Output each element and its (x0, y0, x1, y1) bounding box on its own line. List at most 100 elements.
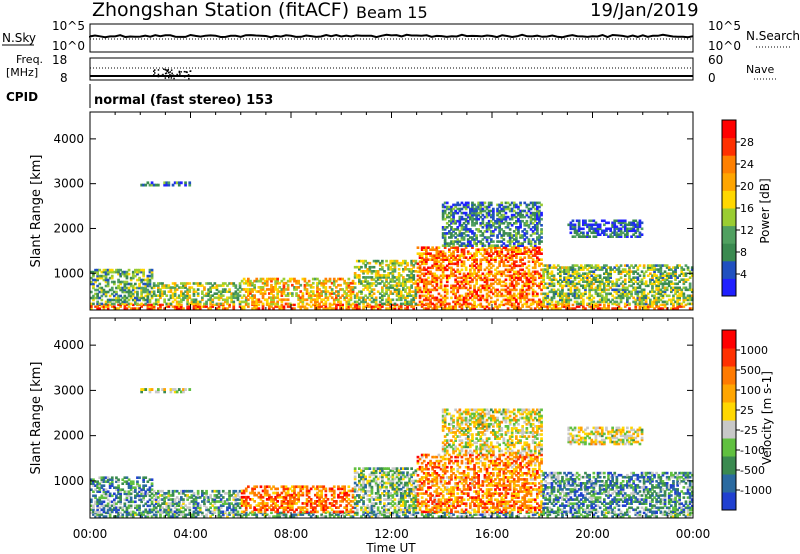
data-cell (307, 283, 311, 287)
data-cell (481, 222, 485, 225)
data-cell (649, 282, 652, 286)
data-cell (489, 300, 493, 304)
data-cell (420, 260, 424, 263)
data-cell (684, 264, 688, 267)
data-cell (504, 294, 508, 298)
data-cell (217, 296, 221, 300)
nsearch-tick-bottom: 10^0 (708, 39, 741, 53)
data-cell (437, 268, 441, 272)
data-cell (368, 305, 372, 308)
data-cell (519, 268, 522, 272)
data-cell (464, 274, 468, 278)
data-cell (456, 286, 460, 290)
data-cell (642, 288, 646, 292)
data-cell (125, 290, 129, 294)
data-cell (201, 513, 204, 516)
data-cell (473, 234, 476, 237)
data-cell (538, 242, 541, 245)
data-cell (527, 298, 531, 302)
data-cell (510, 288, 514, 292)
data-cell (682, 296, 686, 300)
data-cell (540, 262, 543, 266)
data-cell (540, 274, 543, 278)
data-cell (667, 266, 671, 269)
data-cell (473, 284, 476, 288)
data-cell (508, 513, 512, 516)
data-cell (665, 266, 669, 269)
data-cell (617, 219, 621, 223)
data-cell (406, 300, 409, 304)
data-cell (477, 513, 480, 516)
data-cell (483, 201, 487, 205)
data-cell (517, 219, 520, 223)
data-cell (234, 296, 238, 300)
data-cell (575, 300, 579, 304)
data-cell (445, 280, 449, 284)
data-cell (548, 266, 552, 269)
data-cell (464, 205, 468, 209)
data-cell (322, 307, 326, 310)
data-cell (464, 278, 468, 282)
data-cell (347, 298, 351, 302)
data-cell (255, 290, 259, 293)
data-cell (661, 282, 665, 286)
data-cell (531, 230, 535, 233)
data-cell (605, 227, 608, 231)
data-cell (642, 302, 646, 306)
data-cell (563, 294, 566, 298)
data-cell (542, 305, 545, 308)
data-cell (119, 298, 122, 302)
data-cell (393, 290, 397, 293)
data-cell (475, 272, 478, 276)
data-cell (603, 300, 606, 304)
data-cell (521, 305, 524, 308)
data-cell (525, 219, 529, 223)
data-cell (498, 260, 501, 263)
data-cell (542, 284, 545, 288)
data-cell (498, 305, 501, 308)
data-cell (653, 513, 656, 516)
data-cell (510, 248, 514, 251)
data-cell (422, 272, 426, 276)
data-cell (408, 290, 411, 293)
data-cell (540, 230, 543, 233)
data-cell (628, 229, 631, 233)
data-cell (540, 305, 543, 308)
data-cell (117, 286, 120, 290)
data-cell (404, 515, 407, 518)
data-cell (146, 305, 150, 308)
data-cell (322, 290, 326, 293)
data-cell (402, 276, 405, 279)
data-cell (573, 511, 577, 515)
data-cell (173, 286, 177, 289)
data-cell (521, 264, 524, 268)
data-cell (670, 307, 673, 310)
data-cell (632, 276, 635, 279)
data-cell (469, 286, 472, 290)
data-cell (238, 294, 242, 297)
data-cell (138, 270, 141, 274)
data-cell (439, 515, 443, 518)
data-cell (450, 222, 453, 225)
data-cell (328, 294, 332, 297)
data-cell (655, 274, 658, 277)
data-cell (607, 298, 610, 302)
data-cell (167, 290, 171, 293)
data-cell (420, 256, 424, 259)
data-cell (108, 268, 112, 272)
data-cell (492, 207, 495, 211)
data-cell (573, 270, 577, 273)
data-cell (483, 268, 487, 272)
data-cell (504, 513, 508, 516)
data-cell (615, 225, 619, 229)
data-cell (448, 250, 451, 253)
data-cell (94, 513, 97, 516)
data-cell (538, 201, 541, 205)
data-cell (550, 296, 554, 300)
data-cell (381, 274, 384, 277)
data-cell (636, 221, 640, 225)
data-cell (512, 274, 516, 278)
data-cell (512, 305, 516, 308)
data-cell (667, 280, 671, 283)
data-cell (314, 305, 317, 308)
